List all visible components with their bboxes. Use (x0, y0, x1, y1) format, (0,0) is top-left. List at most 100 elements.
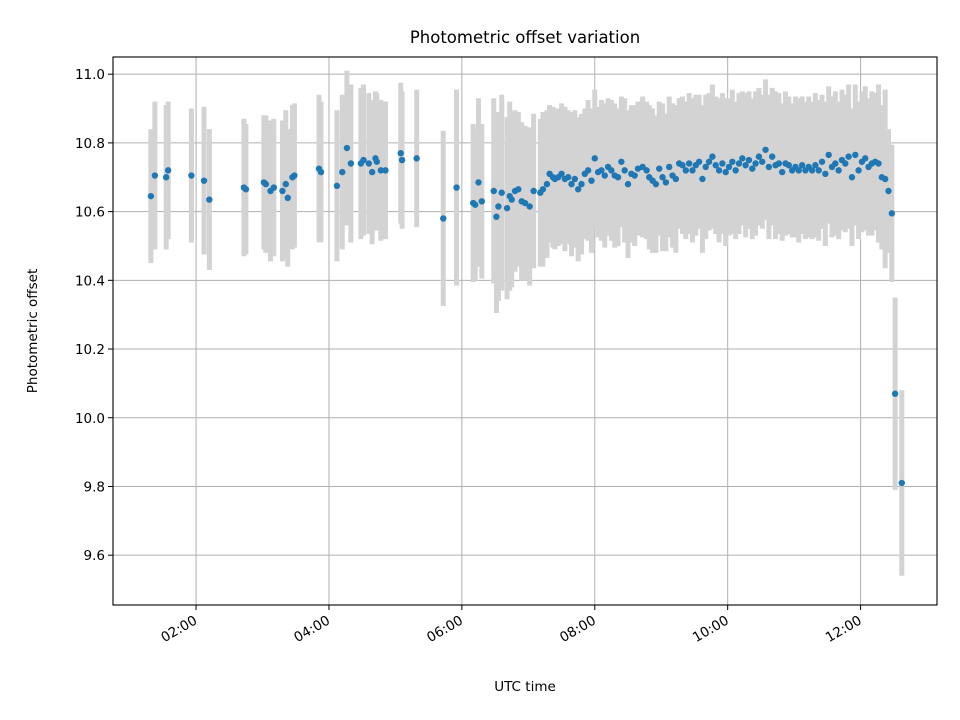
data-point (835, 167, 842, 174)
data-point (503, 204, 511, 212)
data-point (365, 160, 373, 167)
y-axis-ticks: 9.6 9.8 10.0 10.2 10.4 10.6 10.8 11.0 (75, 67, 113, 564)
data-point (200, 177, 208, 184)
data-point (539, 186, 547, 193)
data-point (164, 167, 172, 174)
data-point (898, 479, 905, 487)
data-point (493, 213, 500, 220)
data-point (775, 160, 783, 167)
data-point (624, 180, 632, 188)
data-point (284, 194, 291, 202)
data-point (515, 186, 522, 193)
data-point (413, 155, 420, 162)
data-point (852, 151, 859, 159)
data-point (291, 172, 298, 179)
data-point (471, 201, 479, 208)
data-point (695, 158, 703, 165)
data-point (685, 160, 693, 167)
data-point (881, 175, 889, 183)
data-point (498, 189, 505, 196)
data-point (808, 167, 816, 174)
data-point (815, 167, 822, 174)
data-point (785, 162, 793, 169)
x-tick-label: 04:00 (291, 613, 333, 646)
data-point (530, 187, 537, 195)
data-point (891, 390, 899, 397)
data-point (568, 180, 575, 188)
data-point (742, 162, 749, 169)
error-bars (148, 70, 905, 576)
data-point (705, 158, 713, 165)
data-point (475, 179, 482, 186)
y-tick-label: 10.8 (75, 136, 105, 152)
data-point (368, 168, 376, 176)
plot-frame (112, 56, 938, 606)
y-axis-label: Photometric offset (25, 269, 41, 393)
data-point (453, 184, 460, 191)
data-point (679, 162, 686, 169)
data-point (564, 174, 572, 181)
data-point (739, 155, 746, 162)
data-point (702, 163, 709, 171)
data-point (848, 174, 856, 181)
data-point (508, 196, 515, 203)
data-point (618, 158, 625, 165)
data-point (495, 203, 502, 210)
data-point (578, 180, 585, 188)
data-point (845, 153, 852, 160)
data-point (478, 198, 486, 205)
data-point (749, 165, 756, 172)
y-tick-label: 11.0 (75, 67, 105, 83)
data-point (440, 215, 447, 222)
x-tick-label: 02:00 (158, 613, 200, 646)
data-point (521, 199, 529, 207)
data-point (825, 151, 832, 159)
data-point (659, 174, 666, 181)
data-point (855, 167, 862, 174)
data-point (682, 167, 690, 174)
y-tick-label: 10.4 (75, 273, 105, 289)
data-point (339, 168, 346, 176)
data-point (588, 177, 595, 184)
data-point (282, 180, 289, 188)
data-point (601, 172, 608, 179)
chart-title: Photometric offset variation (410, 28, 640, 47)
data-point (574, 186, 582, 193)
data-point (752, 160, 759, 167)
data-point (729, 158, 736, 165)
data-point (735, 160, 743, 167)
data-point (643, 167, 650, 174)
data-point (862, 155, 869, 162)
data-point (279, 187, 286, 195)
data-point (689, 167, 696, 174)
data-points (147, 144, 905, 487)
data-point (571, 175, 579, 183)
data-point (373, 158, 381, 165)
data-point (621, 167, 628, 174)
data-point (755, 153, 763, 160)
x-tick-label: 08:00 (557, 613, 599, 646)
data-point (842, 160, 849, 167)
data-point (795, 167, 802, 174)
data-point (666, 163, 673, 171)
data-point (242, 186, 250, 193)
data-point (875, 160, 882, 167)
data-point (709, 153, 716, 160)
data-point (398, 156, 406, 164)
x-tick-label: 12:00 (823, 613, 865, 646)
data-point (745, 156, 753, 164)
y-tick-label: 9.6 (84, 548, 105, 564)
data-point (317, 168, 325, 176)
data-point (765, 163, 773, 171)
data-point (888, 210, 896, 217)
data-point (558, 170, 565, 178)
data-point (188, 172, 195, 179)
data-point (725, 163, 733, 171)
y-tick-label: 10.0 (75, 411, 105, 427)
data-point (608, 167, 615, 174)
data-point (147, 192, 155, 200)
data-point (397, 150, 404, 157)
data-point (672, 175, 680, 183)
x-axis-label: UTC time (494, 679, 556, 695)
